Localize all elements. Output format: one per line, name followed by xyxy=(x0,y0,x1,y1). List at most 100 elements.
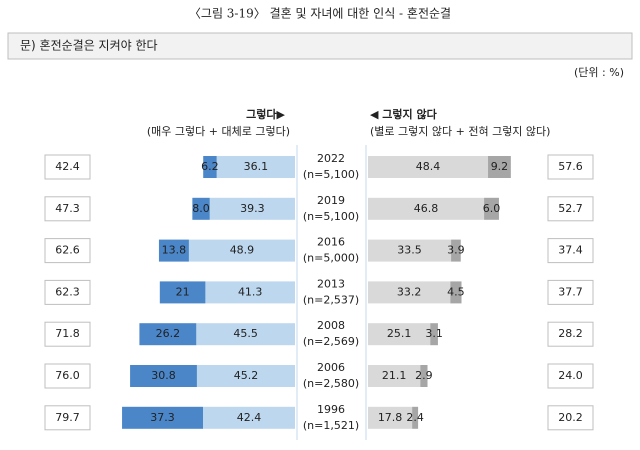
value-label: 33.2 xyxy=(397,285,422,298)
bar-segment xyxy=(484,197,499,220)
bar-segment xyxy=(130,365,197,387)
value-label: 21 xyxy=(176,285,190,298)
value-label: 39.3 xyxy=(240,202,265,215)
chart-title: 〈그림 3-19〉 결혼 및 자녀에 대한 인식 - 혼전순결 xyxy=(189,7,451,21)
total-label: 76.0 xyxy=(55,369,80,382)
value-label: 17.8 xyxy=(378,411,403,424)
bar-segment xyxy=(368,156,489,178)
value-label: 2.9 xyxy=(415,369,433,382)
sample-size: (n=5,000) xyxy=(303,252,359,265)
bar-segment xyxy=(450,281,462,304)
year-label: 2022 xyxy=(317,152,345,165)
bar-segment xyxy=(205,281,295,304)
total-box xyxy=(547,321,594,347)
value-label: 26.2 xyxy=(156,327,181,340)
value-label: 21.1 xyxy=(382,369,407,382)
total-box xyxy=(547,405,594,431)
bar-segment xyxy=(196,323,295,346)
bar-segment xyxy=(412,406,419,429)
total-box xyxy=(547,238,594,264)
question: 문) 혼전순결은 지켜야 한다 xyxy=(20,39,158,53)
year-label: 1996 xyxy=(317,403,345,416)
value-label: 6.2 xyxy=(201,160,219,173)
bar-segment xyxy=(430,323,438,346)
bar-segment xyxy=(188,239,295,262)
sample-size: (n=5,100) xyxy=(303,168,359,181)
value-label: 3.1 xyxy=(425,327,443,340)
total-label: 37.4 xyxy=(558,244,583,257)
bar-segment xyxy=(451,239,461,262)
total-box xyxy=(547,279,594,305)
bar-segment xyxy=(203,156,217,178)
right-header: ◀ 그렇지 않다 xyxy=(370,107,438,121)
total-box xyxy=(44,154,91,180)
bar-segment xyxy=(368,239,452,262)
year-label: 2013 xyxy=(317,277,345,290)
value-label: 48.4 xyxy=(416,160,441,173)
value-label: 37.3 xyxy=(150,411,175,424)
value-label: 46.8 xyxy=(414,202,439,215)
total-label: 37.7 xyxy=(558,285,583,298)
total-box xyxy=(44,321,91,347)
total-box xyxy=(44,405,91,431)
bar-segment xyxy=(368,323,431,346)
total-label: 79.7 xyxy=(55,411,80,424)
bar-segment xyxy=(209,197,295,220)
total-label: 62.6 xyxy=(55,244,80,257)
bar-segment xyxy=(488,156,511,178)
left-header: 그렇다▶ xyxy=(246,107,285,121)
bar-segment xyxy=(158,239,189,262)
value-label: 3.9 xyxy=(447,244,465,257)
year-label: 2008 xyxy=(317,319,345,332)
year-label: 2016 xyxy=(317,236,345,249)
total-label: 20.2 xyxy=(558,411,583,424)
bar-segment xyxy=(202,406,295,429)
bar-segment xyxy=(159,281,206,304)
total-box xyxy=(547,196,594,222)
question-box xyxy=(7,32,633,60)
total-box xyxy=(44,279,91,305)
total-box xyxy=(44,196,91,222)
sample-size: (n=2,580) xyxy=(303,377,359,390)
value-label: 33.5 xyxy=(397,244,422,257)
bar-segment xyxy=(368,406,413,429)
total-label: 57.6 xyxy=(558,160,583,173)
bar-segment xyxy=(368,365,421,387)
right-subheader: (별로 그렇지 않다 + 전혀 그렇지 않다) xyxy=(370,125,550,138)
bar-segment xyxy=(420,365,428,387)
value-label: 48.9 xyxy=(230,244,255,257)
value-label: 25.1 xyxy=(387,327,412,340)
year-label: 2019 xyxy=(317,194,345,207)
total-box xyxy=(44,363,91,389)
sample-size: (n=1,521) xyxy=(303,419,359,432)
total-label: 28.2 xyxy=(558,327,583,340)
unit: (단위 : %) xyxy=(574,66,624,79)
total-box xyxy=(547,154,594,180)
left-subheader: (매우 그렇다 + 대체로 그렇다) xyxy=(147,125,290,138)
sample-size: (n=2,537) xyxy=(303,293,359,306)
total-label: 24.0 xyxy=(558,369,583,382)
value-label: 45.2 xyxy=(234,369,259,382)
value-label: 42.4 xyxy=(237,411,262,424)
value-label: 30.8 xyxy=(151,369,176,382)
sample-size: (n=5,100) xyxy=(303,210,359,223)
value-label: 2.4 xyxy=(406,411,424,424)
bar-segment xyxy=(122,406,203,429)
total-box xyxy=(547,363,594,389)
value-label: 8.0 xyxy=(192,202,210,215)
total-box xyxy=(44,238,91,264)
year-label: 2006 xyxy=(317,361,345,374)
total-label: 62.3 xyxy=(55,285,80,298)
total-label: 42.4 xyxy=(55,160,80,173)
value-label: 45.5 xyxy=(233,327,258,340)
value-label: 13.8 xyxy=(162,244,187,257)
bar-segment xyxy=(368,281,451,304)
value-label: 6.0 xyxy=(483,202,501,215)
bar-segment xyxy=(192,197,210,220)
bar-segment xyxy=(196,365,295,387)
value-label: 36.1 xyxy=(244,160,269,173)
total-label: 52.7 xyxy=(558,202,583,215)
bar-segment xyxy=(139,323,197,346)
total-label: 47.3 xyxy=(55,202,80,215)
